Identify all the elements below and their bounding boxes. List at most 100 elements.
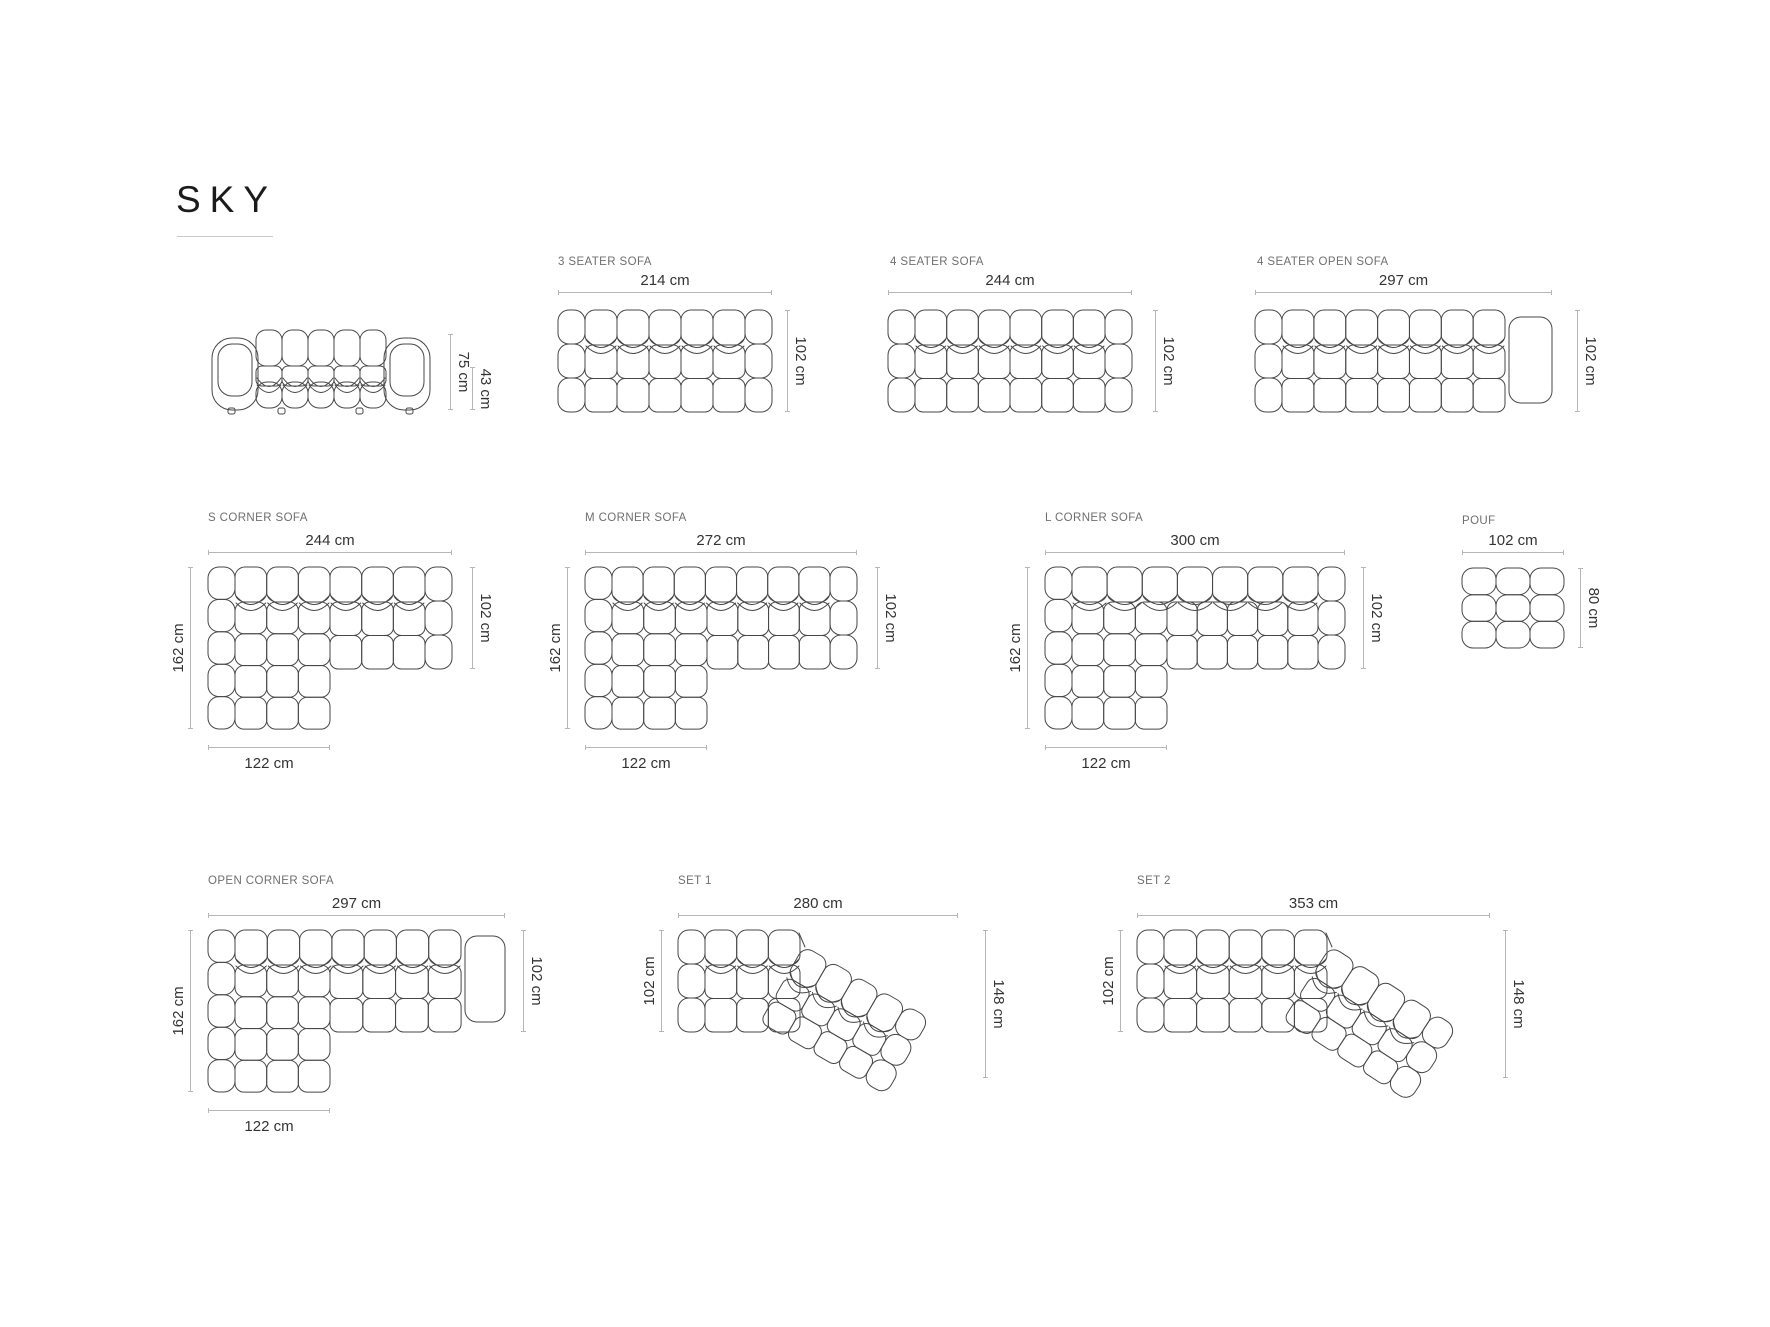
dim-width-label: 353 cm xyxy=(1288,895,1339,912)
dim-width: 102 cm xyxy=(1462,532,1564,558)
module-label: SET 1 xyxy=(678,875,712,887)
dim-depth-label: 102 cm xyxy=(1368,593,1385,643)
dim-width: 297 cm xyxy=(1255,272,1552,298)
dim-width-label: 280 cm xyxy=(793,895,843,912)
title-underline xyxy=(177,236,273,237)
dim-seat-height: 43 cm xyxy=(470,367,494,410)
dim-width: 280 cm xyxy=(678,895,958,921)
dim-width-line xyxy=(888,290,1132,298)
module-label: POUF xyxy=(1462,515,1496,527)
dim-depth: 102 cm xyxy=(1153,310,1177,412)
dim-width-line xyxy=(208,913,505,921)
dim-width-line xyxy=(208,550,452,558)
set-2-drawing xyxy=(1136,929,1454,1098)
dim-chaise-line xyxy=(1045,745,1167,753)
dim-width-label: 272 cm xyxy=(696,532,746,549)
dim-chaise-width: 122 cm xyxy=(208,1108,330,1135)
dim-chaise-label: 122 cm xyxy=(1081,755,1131,772)
dim-depth: 102 cm xyxy=(470,567,494,669)
front-sofa-drawing xyxy=(211,329,431,415)
dim-chaise-line xyxy=(208,745,330,753)
dim-chaise-width: 122 cm xyxy=(1045,745,1167,772)
dim-width: 272 cm xyxy=(585,532,857,558)
dim-depth-label: 102 cm xyxy=(477,593,494,643)
dim-total-height-label: 75 cm xyxy=(455,351,472,393)
dim-depth-label: 102 cm xyxy=(1160,336,1177,386)
module-label: 3 SEATER SOFA xyxy=(558,256,652,268)
dim-depth-label: 102 cm xyxy=(792,336,809,386)
pouf-drawing xyxy=(1461,567,1565,649)
dim-total-depth-label: 148 cm xyxy=(990,979,1007,1029)
dim-total-depth-label: 148 cm xyxy=(1510,979,1527,1029)
dim-total-depth: 148 cm xyxy=(983,930,1007,1078)
dim-width: 214 cm xyxy=(558,272,772,298)
dim-depth: 102 cm xyxy=(1361,567,1385,669)
collection-title: SKY xyxy=(176,179,278,220)
s-corner-sofa-drawing xyxy=(207,566,453,730)
dim-width-line xyxy=(1137,913,1490,921)
dim-chaise-line xyxy=(585,745,707,753)
dim-depth: 102 cm xyxy=(785,310,809,412)
dim-width-line xyxy=(558,290,772,298)
dim-seat-height-label: 43 cm xyxy=(477,368,494,409)
dim-depth: 102 cm xyxy=(875,567,899,669)
dim-width: 244 cm xyxy=(208,532,452,558)
module-label: L CORNER SOFA xyxy=(1045,512,1144,524)
dim-width-label: 102 cm xyxy=(1488,532,1538,549)
l-corner-sofa-drawing xyxy=(1044,566,1346,730)
dim-depth: 102 cm xyxy=(521,930,545,1032)
dim-chaise-line xyxy=(208,1108,330,1116)
dim-depth: 80 cm xyxy=(1578,568,1602,648)
dim-depth: 102 cm xyxy=(1100,930,1123,1032)
dim-total-depth: 162 cm xyxy=(170,567,193,729)
set-1-drawing xyxy=(677,929,927,1092)
dim-width: 300 cm xyxy=(1045,532,1345,558)
dim-total-depth: 148 cm xyxy=(1503,930,1527,1078)
module-label: M CORNER SOFA xyxy=(585,512,687,524)
dim-depth-label: 102 cm xyxy=(528,956,545,1006)
dim-depth: 102 cm xyxy=(1575,310,1599,412)
m-corner-sofa-drawing xyxy=(584,566,858,730)
dim-chaise-width: 122 cm xyxy=(208,745,330,772)
dim-width-label: 244 cm xyxy=(305,532,355,549)
dim-total-height: 75 cm xyxy=(448,334,472,410)
module-label: SET 2 xyxy=(1137,875,1171,887)
module-label: OPEN CORNER SOFA xyxy=(208,875,334,887)
dim-total-depth: 162 cm xyxy=(547,567,570,729)
dim-depth-label: 102 cm xyxy=(641,956,658,1006)
dim-depth-label: 102 cm xyxy=(1582,336,1599,386)
dim-depth-label: 102 cm xyxy=(882,593,899,643)
dim-width-line xyxy=(1255,290,1552,298)
dim-chaise-label: 122 cm xyxy=(244,1118,294,1135)
dim-width: 244 cm xyxy=(888,272,1132,298)
module-label: S CORNER SOFA xyxy=(208,512,308,524)
4-seater-sofa-drawing xyxy=(887,309,1133,413)
dim-total-depth: 162 cm xyxy=(170,930,193,1092)
dim-total-depth-label: 162 cm xyxy=(1007,623,1024,673)
dim-chaise-label: 122 cm xyxy=(621,755,671,772)
dim-width: 297 cm xyxy=(208,895,505,921)
dim-depth-label: 102 cm xyxy=(1100,956,1117,1006)
open-corner-sofa-drawing xyxy=(207,929,506,1093)
dim-total-depth-label: 162 cm xyxy=(170,986,187,1036)
dim-total-depth-label: 162 cm xyxy=(547,623,564,673)
dim-chaise-width: 122 cm xyxy=(585,745,707,772)
dim-depth-label: 80 cm xyxy=(1585,587,1602,629)
3-seater-sofa-drawing xyxy=(557,309,773,413)
dim-width-label: 300 cm xyxy=(1170,532,1220,549)
dim-width-label: 297 cm xyxy=(331,895,382,912)
dim-total-depth-label: 162 cm xyxy=(170,623,187,673)
dim-width-label: 297 cm xyxy=(1378,272,1429,289)
dim-width-line xyxy=(1045,550,1345,558)
dim-width-line xyxy=(585,550,857,558)
dim-width-line xyxy=(1462,550,1564,558)
dim-total-depth: 162 cm xyxy=(1007,567,1030,729)
module-label: 4 SEATER SOFA xyxy=(890,256,984,268)
dim-width-label: 214 cm xyxy=(640,272,690,289)
dim-width-line xyxy=(678,913,958,921)
dim-width-label: 244 cm xyxy=(985,272,1035,289)
dim-chaise-label: 122 cm xyxy=(244,755,294,772)
dim-width: 353 cm xyxy=(1137,895,1490,921)
